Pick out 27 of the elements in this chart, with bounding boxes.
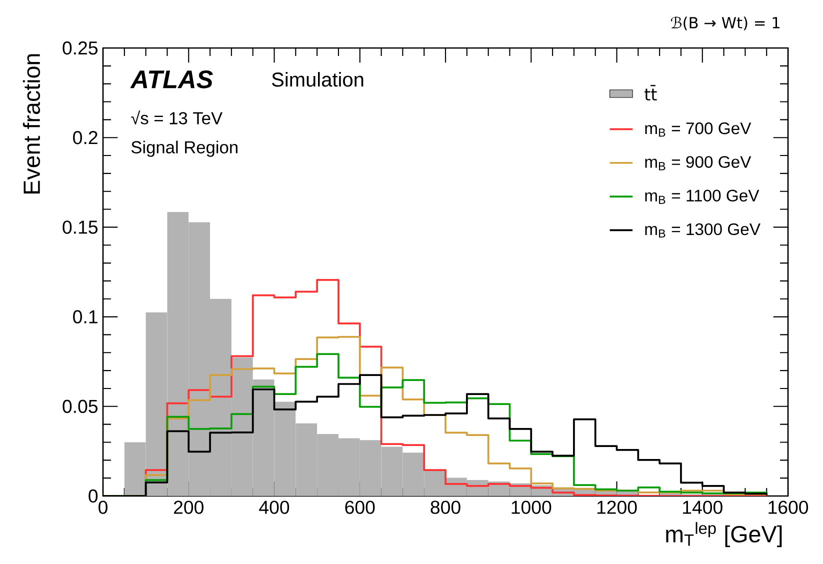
y-tick-label: 0 — [88, 489, 98, 503]
legend-label: m$_{B}$ = 1100 GeV — [645, 190, 760, 204]
x-tick-label: 800 — [430, 500, 460, 514]
y-tick-label: 0.25 — [62, 41, 98, 55]
legend-label: m$_{B}$ = 1300 GeV — [645, 223, 760, 238]
y-tick-label: 0.15 — [62, 220, 98, 234]
x-tick-label: 600 — [345, 500, 375, 514]
legend-label: m$_{B}$ = 700 GeV — [645, 122, 752, 137]
x-tick-label: 400 — [259, 500, 290, 514]
legend-label: m$_{B}$ = 900 GeV — [645, 156, 752, 170]
x-tick-label: 200 — [174, 500, 204, 514]
x-tick-label: 1000 — [512, 500, 552, 514]
x-tick-label: 1400 — [683, 500, 722, 514]
annotation: Simulation — [272, 72, 364, 87]
x-tick-label: 1200 — [597, 500, 637, 514]
annotation: √s = 13 TeV — [131, 110, 222, 124]
y-tick-label: 0.2 — [73, 130, 98, 144]
y-axis-title: Event fraction — [22, 54, 40, 194]
y-tick-label: 0.1 — [73, 310, 98, 324]
legend-label: tt̄ — [644, 84, 657, 100]
annotation: ATLAS — [130, 70, 213, 88]
x-axis-title: m$_{T}$$^{lep}$ [GeV] — [666, 522, 782, 548]
annotation: Signal Region — [131, 140, 238, 157]
x-tick-label: 1600 — [768, 500, 808, 514]
x-tick-label: 0 — [98, 500, 108, 514]
y-tick-label: 0.05 — [62, 400, 98, 414]
text: ℬ(B → Wt) = 1 — [670, 16, 780, 30]
